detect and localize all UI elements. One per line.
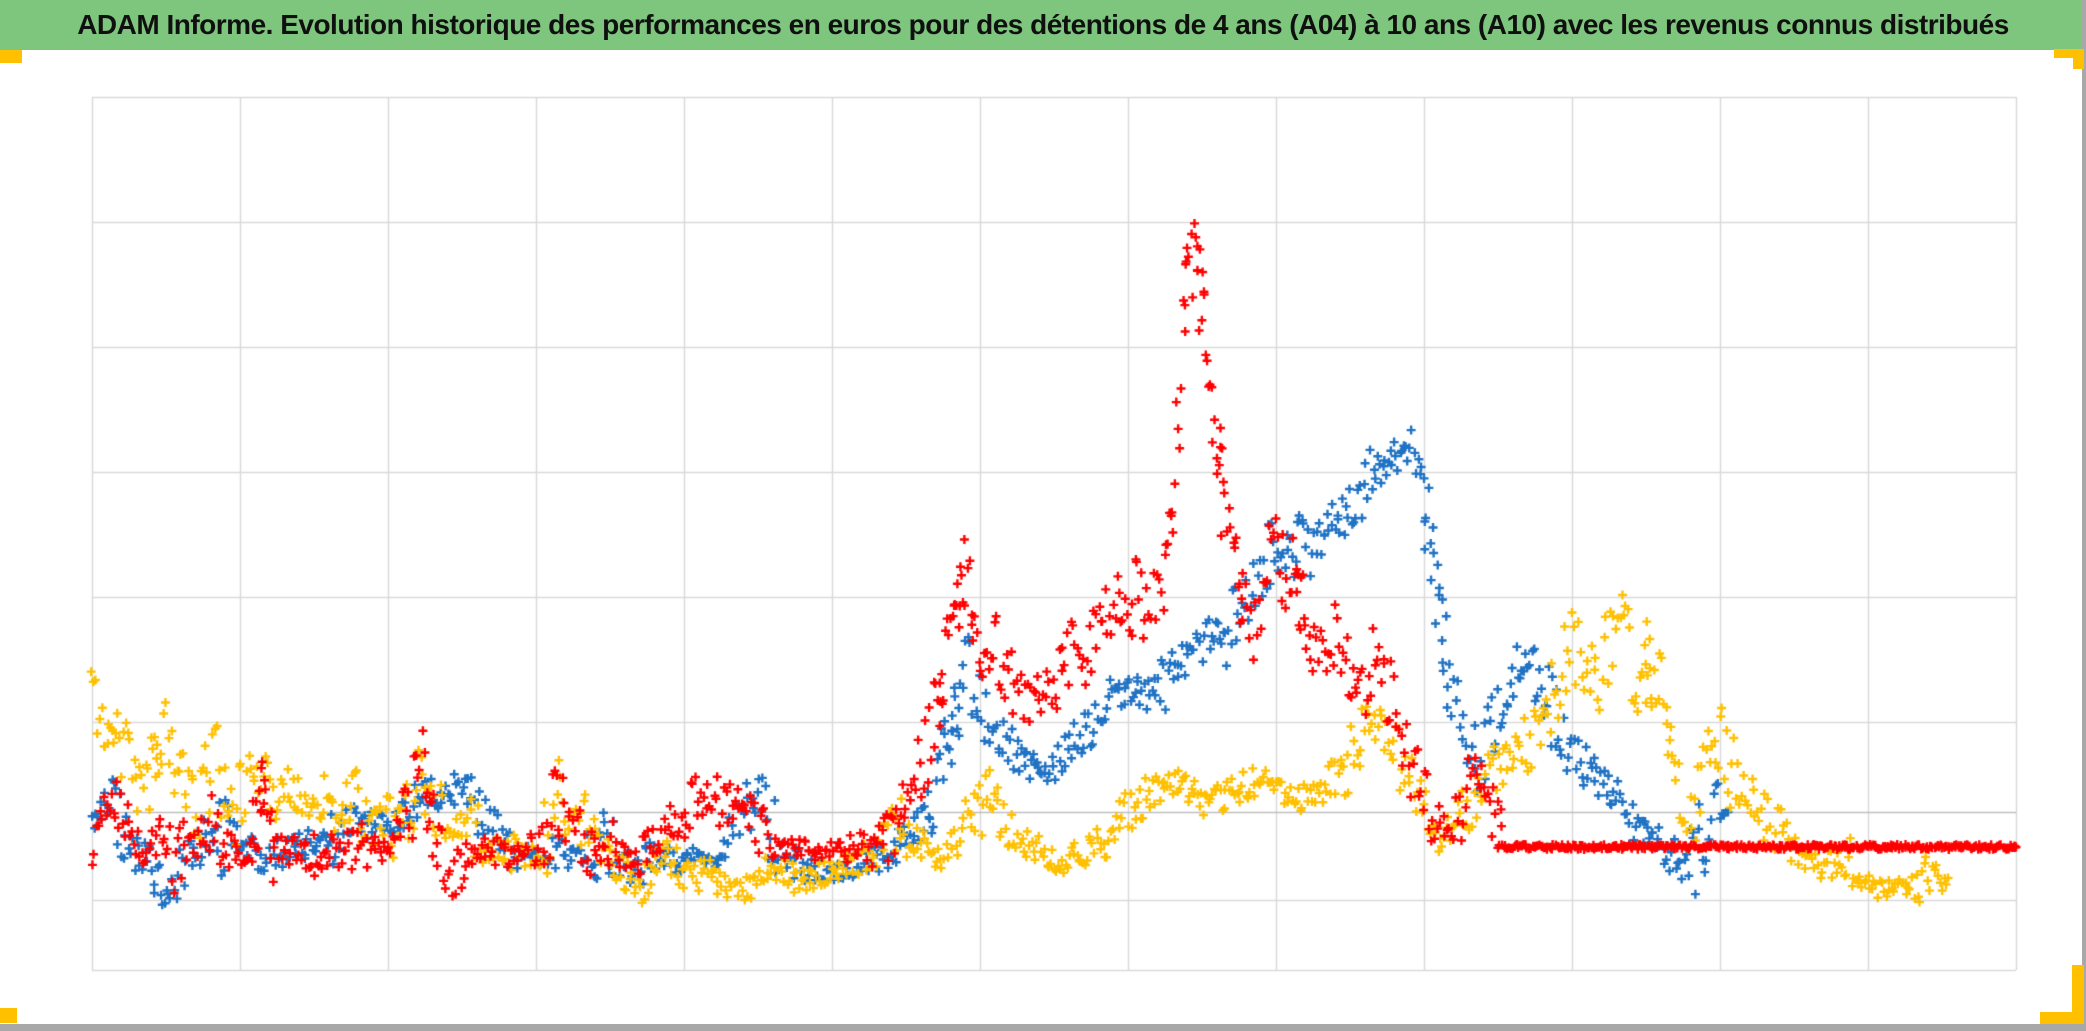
screen-edge-right-bar	[2082, 0, 2086, 1031]
corner-marker-bottom-right-arm	[2072, 965, 2084, 1024]
screen-edge-bottom-bar	[0, 1024, 2086, 1031]
corner-marker-bottom-left	[0, 1008, 17, 1023]
corner-marker-top-right	[2054, 49, 2084, 58]
chart-title-bar: ADAM Informe. Evolution historique des p…	[0, 0, 2086, 50]
chart-title: ADAM Informe. Evolution historique des p…	[77, 9, 2009, 40]
corner-marker-top-right-arm	[2073, 49, 2084, 69]
corner-marker-top-left	[0, 50, 22, 63]
